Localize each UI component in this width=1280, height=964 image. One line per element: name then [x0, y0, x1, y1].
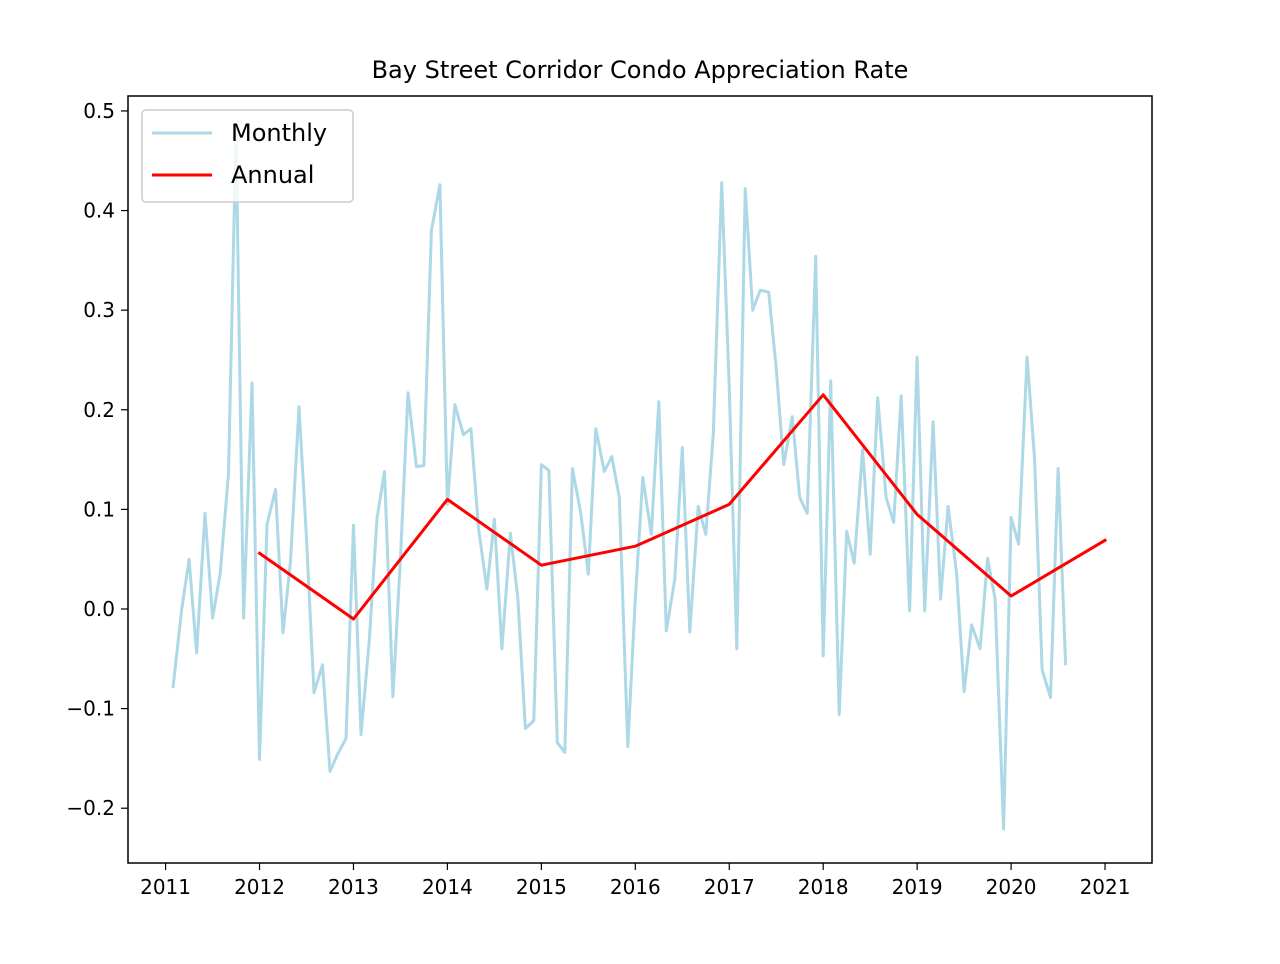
- y-tick-label: −0.2: [66, 796, 115, 820]
- y-tick-label: 0.4: [83, 199, 115, 223]
- x-tick-label: 2018: [798, 875, 849, 899]
- y-tick-label: −0.1: [66, 697, 115, 721]
- x-tick-label: 2013: [328, 875, 379, 899]
- chart-title: Bay Street Corridor Condo Appreciation R…: [372, 56, 909, 84]
- x-tick-label: 2014: [422, 875, 473, 899]
- legend-label-monthly: Monthly: [231, 119, 327, 147]
- y-tick-label: 0.5: [83, 99, 115, 123]
- x-tick-label: 2021: [1080, 875, 1131, 899]
- y-tick-label: 0.2: [83, 398, 115, 422]
- legend: Monthly Annual: [142, 110, 353, 202]
- legend-label-annual: Annual: [231, 161, 314, 189]
- x-tick-label: 2015: [516, 875, 567, 899]
- y-tick-label: 0.1: [83, 497, 115, 521]
- x-tick-label: 2017: [704, 875, 755, 899]
- x-tick-label: 2016: [610, 875, 661, 899]
- x-tick-label: 2012: [234, 875, 285, 899]
- x-tick-label: 2011: [140, 875, 191, 899]
- x-tick-label: 2020: [986, 875, 1037, 899]
- x-tick-label: 2019: [892, 875, 943, 899]
- y-tick-label: 0.0: [83, 597, 115, 621]
- y-tick-label: 0.3: [83, 298, 115, 322]
